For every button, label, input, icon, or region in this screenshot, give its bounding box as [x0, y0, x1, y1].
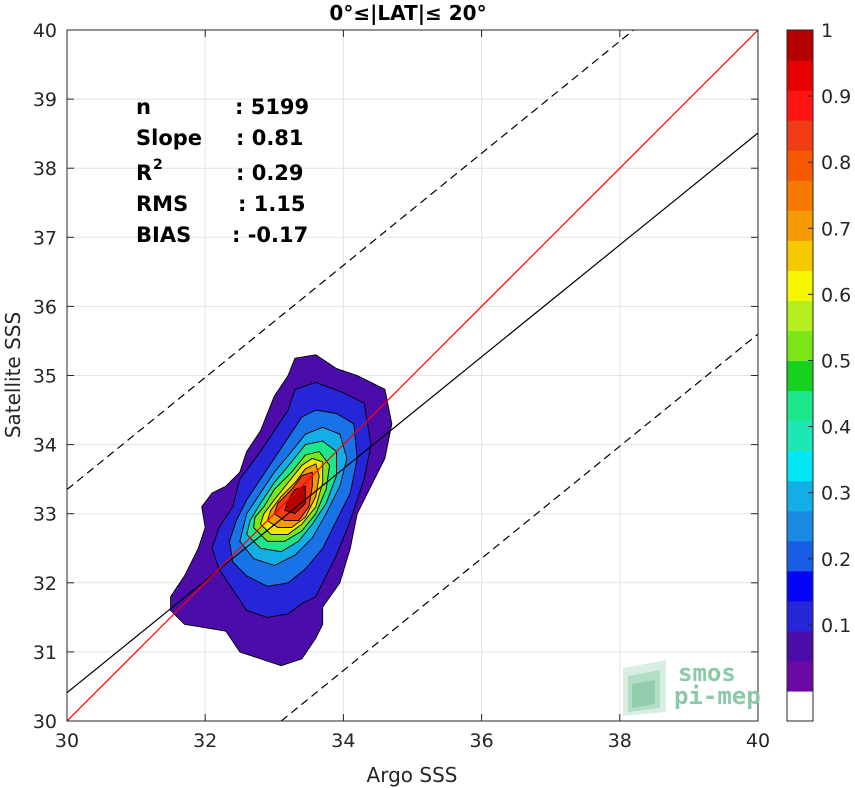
- x-tick-label: 38: [608, 730, 632, 752]
- y-tick-label: 32: [33, 573, 57, 595]
- stat-label-n: n: [136, 95, 151, 119]
- colorbar-segment: [787, 330, 813, 362]
- stat-label-bias: BIAS: [136, 223, 191, 247]
- x-tick-label: 36: [470, 730, 494, 752]
- colorbar-tick-label: 0.2: [821, 549, 851, 571]
- chart-title: 0°≤|LAT|≤ 20°: [329, 1, 486, 25]
- colorbar-tick-label: 0.4: [821, 417, 851, 439]
- colorbar-segment: [787, 480, 813, 512]
- watermark-line2: pi-mep: [674, 682, 761, 710]
- colorbar-segment: [787, 570, 813, 602]
- colorbar-segment: [787, 60, 813, 91]
- colorbar-segment: [787, 630, 813, 662]
- smos-pimep-watermark: smos pi-mep: [623, 659, 761, 716]
- colorbar-tick-label: 0.1: [821, 615, 851, 637]
- y-tick-label: 38: [33, 158, 57, 180]
- y-tick-label: 40: [33, 20, 57, 42]
- colorbar-tick-label: 0.3: [821, 483, 851, 505]
- colorbar-segment: [787, 450, 813, 482]
- y-tick-label: 37: [33, 227, 57, 249]
- colorbar-segment: [787, 600, 813, 632]
- colorbar-tick-label: 1: [821, 20, 833, 42]
- stat-superscript: 2: [153, 157, 163, 173]
- smos-logo-icon: [623, 660, 666, 716]
- colorbar-segment: [787, 270, 813, 301]
- y-axis-label: Satellite SSS: [1, 312, 25, 438]
- stat-label-slope: Slope: [136, 126, 202, 150]
- stat-value-slope: : 0.81: [236, 126, 304, 150]
- colorbar-border: [786, 29, 814, 722]
- y-tick-label: 30: [33, 711, 57, 733]
- y-tick-label: 39: [33, 89, 57, 111]
- stat-value-r: : 0.29: [236, 161, 304, 185]
- stat-label-r: R: [136, 161, 152, 185]
- regression-line: [67, 132, 758, 694]
- colorbar-tick-label: 0.8: [821, 152, 851, 174]
- x-axis: 30 32 34 36 38 40: [55, 30, 770, 752]
- y-tick-label: 31: [33, 642, 57, 664]
- colorbar-segment: [787, 360, 813, 392]
- x-tick-label: 32: [193, 730, 217, 752]
- x-axis-label: Argo SSS: [367, 763, 458, 787]
- identity-line: [67, 30, 758, 721]
- upper-bound-dashed-line: [67, 30, 634, 490]
- colorbar-segment: [787, 150, 813, 181]
- colorbar-segment: [787, 120, 813, 151]
- fit-lines: [67, 30, 758, 721]
- x-tick-label: 30: [55, 730, 79, 752]
- colorbar: 0.1 0.2 0.3 0.4 0.5 0.6 0.7 0.8 0.9 1: [786, 20, 851, 722]
- stat-label-rms: RMS: [136, 192, 188, 216]
- stat-value-bias: : -0.17: [232, 223, 308, 247]
- colorbar-segment: [787, 180, 813, 211]
- colorbar-segment: [787, 30, 813, 61]
- x-tick-label: 34: [331, 730, 355, 752]
- lower-bound-dashed-line: [280, 333, 758, 721]
- colorbar-segment: [787, 690, 813, 722]
- colorbar-segment: [787, 540, 813, 572]
- colorbar-segment: [787, 420, 813, 452]
- stat-value-rms: : 1.15: [238, 192, 306, 216]
- watermark-line1: smos: [678, 659, 736, 687]
- colorbar-tick-label: 0.7: [821, 218, 851, 240]
- stat-value-n: : 5199: [235, 95, 309, 119]
- y-axis: 30 31 32 33 34 35 36 37 38 39 40: [33, 20, 758, 733]
- colorbar-tick-label: 0.6: [821, 284, 851, 306]
- y-tick-label: 35: [33, 366, 57, 388]
- y-tick-label: 33: [33, 504, 57, 526]
- y-tick-label: 36: [33, 296, 57, 318]
- colorbar-segment: [787, 510, 813, 542]
- colorbar-segment: [787, 90, 813, 121]
- colorbar-segment: [787, 210, 813, 241]
- colorbar-segment: [787, 300, 813, 332]
- colorbar-segment: [787, 660, 813, 692]
- y-tick-label: 34: [33, 435, 57, 457]
- x-tick-label: 40: [746, 730, 770, 752]
- colorbar-segment: [787, 390, 813, 422]
- colorbar-segment: [787, 240, 813, 271]
- stats-box: n : 5199 Slope : 0.81 R 2 : 0.29 RMS : 1.15 BIAS:…: [136, 95, 309, 247]
- colorbar-tick-label: 0.5: [821, 350, 851, 372]
- colorbar-tick-label: 0.9: [821, 86, 851, 108]
